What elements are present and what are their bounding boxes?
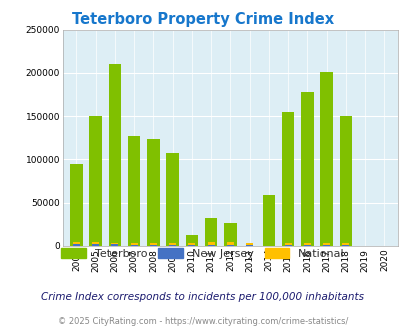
Bar <box>245 243 252 246</box>
Bar <box>226 245 233 246</box>
Bar <box>169 245 176 246</box>
Bar <box>342 243 348 246</box>
Bar <box>339 116 351 246</box>
Text: Teterboro Property Crime Index: Teterboro Property Crime Index <box>72 12 333 26</box>
Bar <box>342 245 348 246</box>
Bar <box>322 243 329 246</box>
Bar <box>303 243 310 246</box>
Bar <box>111 244 118 246</box>
Bar <box>128 136 140 246</box>
Bar <box>226 243 233 246</box>
Bar <box>205 218 217 246</box>
Bar <box>188 243 195 246</box>
Bar <box>130 243 137 246</box>
Bar <box>130 245 137 246</box>
Bar <box>109 64 121 246</box>
Bar <box>92 243 99 246</box>
Bar <box>245 245 252 246</box>
Bar <box>207 245 214 246</box>
Bar <box>73 243 80 246</box>
Bar <box>149 243 156 246</box>
Bar <box>73 244 80 246</box>
Bar <box>284 243 291 246</box>
Bar <box>188 245 195 246</box>
Bar <box>301 92 313 246</box>
Bar <box>284 245 291 246</box>
Text: Crime Index corresponds to incidents per 100,000 inhabitants: Crime Index corresponds to incidents per… <box>41 292 364 302</box>
Bar <box>169 243 176 246</box>
Bar <box>166 153 179 246</box>
Bar <box>70 164 83 246</box>
Bar <box>149 245 156 246</box>
Bar <box>89 116 102 246</box>
Text: © 2025 CityRating.com - https://www.cityrating.com/crime-statistics/: © 2025 CityRating.com - https://www.city… <box>58 317 347 326</box>
Bar <box>111 243 118 246</box>
Bar <box>207 243 214 246</box>
Bar <box>147 139 159 246</box>
Bar <box>322 245 329 246</box>
Bar <box>281 112 294 246</box>
Bar <box>262 195 275 246</box>
Bar <box>320 72 332 246</box>
Bar <box>224 223 236 246</box>
Legend: Teterboro, New Jersey, National: Teterboro, New Jersey, National <box>57 244 348 263</box>
Bar <box>303 245 310 246</box>
Bar <box>92 244 99 246</box>
Bar <box>185 235 198 246</box>
